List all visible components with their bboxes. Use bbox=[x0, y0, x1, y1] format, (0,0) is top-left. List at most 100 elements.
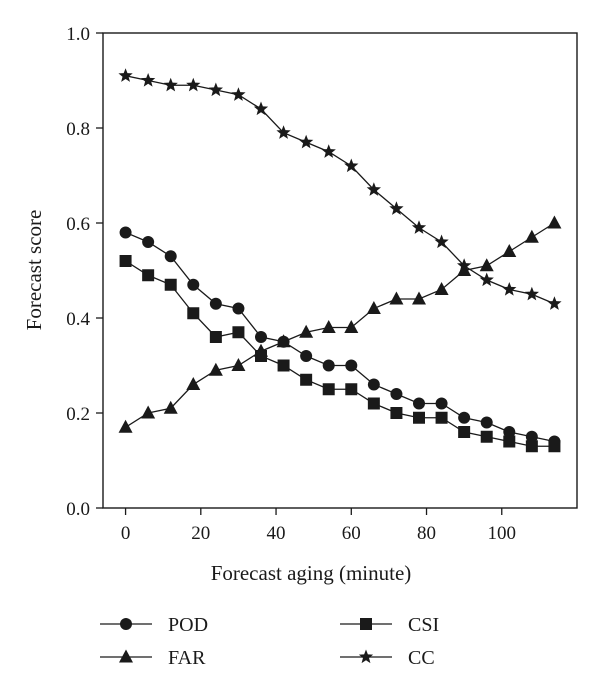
data-point-cc bbox=[299, 134, 314, 149]
legend: POD CSI FAR CC bbox=[100, 614, 439, 669]
data-point-csi bbox=[300, 373, 313, 386]
x-tick-label: 60 bbox=[342, 523, 361, 544]
data-point-cc bbox=[502, 282, 517, 296]
data-point-csi bbox=[390, 407, 403, 419]
data-point-csi bbox=[367, 397, 380, 410]
data-point-far bbox=[412, 291, 426, 305]
data-point-cc bbox=[411, 220, 427, 234]
data-point-cc bbox=[118, 68, 133, 82]
data-point-csi bbox=[164, 278, 177, 291]
data-point-pod bbox=[503, 426, 516, 438]
y-tick-label: 1.0 bbox=[66, 24, 90, 45]
legend-label-pod: POD bbox=[168, 614, 208, 636]
data-point-pod bbox=[142, 236, 155, 248]
data-point-cc bbox=[344, 158, 359, 173]
data-point-pod bbox=[435, 397, 448, 410]
data-point-cc bbox=[208, 82, 223, 97]
legend-label-far: FAR bbox=[168, 647, 206, 669]
data-point-pod bbox=[300, 350, 313, 362]
legend-marker-pod bbox=[120, 618, 132, 630]
data-point-cc bbox=[231, 87, 246, 101]
y-tick-label: 0.8 bbox=[66, 119, 90, 140]
x-tick-label: 40 bbox=[267, 523, 286, 544]
data-point-far bbox=[344, 320, 359, 333]
data-point-far bbox=[208, 362, 223, 376]
data-point-far bbox=[389, 291, 404, 305]
data-point-csi bbox=[435, 411, 448, 424]
data-point-pod bbox=[255, 331, 267, 343]
data-point-pod bbox=[345, 359, 358, 372]
data-point-pod bbox=[119, 226, 132, 239]
data-point-far bbox=[457, 263, 472, 276]
data-point-csi bbox=[345, 383, 358, 396]
legend-marker-cc bbox=[358, 649, 374, 664]
x-tick-label: 20 bbox=[191, 523, 210, 544]
data-point-cc bbox=[389, 201, 404, 215]
data-point-csi bbox=[525, 440, 538, 453]
data-point-cc bbox=[547, 296, 562, 310]
data-point-pod bbox=[232, 302, 245, 315]
data-point-far bbox=[524, 229, 539, 243]
legend-label-cc: CC bbox=[408, 647, 435, 669]
data-point-pod bbox=[525, 430, 538, 443]
legend-item-cc: CC bbox=[340, 647, 435, 669]
data-point-csi bbox=[187, 307, 200, 320]
data-point-far bbox=[254, 343, 268, 357]
y-tick-label: 0.0 bbox=[66, 499, 90, 520]
data-point-far bbox=[434, 282, 449, 295]
legend-marker-far bbox=[119, 649, 133, 663]
data-point-cc bbox=[321, 144, 336, 158]
data-point-far bbox=[366, 301, 381, 314]
data-point-far bbox=[547, 215, 562, 229]
data-point-cc bbox=[163, 77, 178, 92]
plot-frame bbox=[102, 32, 578, 509]
data-point-far bbox=[321, 320, 336, 333]
series-line-far bbox=[125, 222, 555, 428]
legend-label-csi: CSI bbox=[408, 614, 439, 636]
data-point-csi bbox=[277, 359, 290, 372]
series-csi bbox=[119, 255, 561, 453]
y-tick-label: 0.2 bbox=[66, 404, 90, 425]
legend-item-pod: POD bbox=[100, 614, 208, 636]
data-point-far bbox=[186, 377, 201, 390]
data-point-csi bbox=[413, 411, 425, 424]
data-point-cc bbox=[434, 234, 449, 249]
series-cc bbox=[118, 68, 562, 310]
data-point-far bbox=[141, 405, 156, 419]
data-point-csi bbox=[503, 435, 516, 448]
legend-item-far: FAR bbox=[100, 647, 206, 669]
data-point-cc bbox=[479, 272, 494, 287]
series-far bbox=[118, 215, 562, 433]
data-point-far bbox=[118, 419, 133, 433]
data-point-pod bbox=[480, 416, 493, 429]
data-point-pod bbox=[390, 388, 403, 400]
legend-item-csi: CSI bbox=[340, 614, 439, 636]
data-point-far bbox=[502, 244, 517, 257]
data-point-pod bbox=[458, 411, 471, 424]
data-point-csi bbox=[458, 426, 471, 438]
data-point-cc bbox=[186, 77, 201, 92]
y-tick-label: 0.6 bbox=[66, 214, 90, 235]
data-point-csi bbox=[119, 255, 132, 267]
data-point-csi bbox=[548, 440, 561, 453]
data-point-cc bbox=[253, 101, 269, 116]
data-point-csi bbox=[209, 331, 222, 343]
data-point-far bbox=[479, 258, 494, 272]
x-tick-label: 80 bbox=[417, 523, 436, 544]
data-point-cc bbox=[276, 125, 291, 139]
x-tick-label: 100 bbox=[488, 523, 517, 544]
data-point-pod bbox=[164, 250, 177, 263]
y-tick-label: 0.4 bbox=[66, 309, 90, 330]
data-point-pod bbox=[322, 359, 335, 372]
x-tick-label: 0 bbox=[121, 523, 131, 544]
data-point-far bbox=[299, 324, 314, 338]
data-point-far bbox=[163, 400, 178, 414]
data-point-csi bbox=[322, 383, 335, 396]
x-axis-label: Forecast aging (minute) bbox=[211, 561, 412, 585]
data-point-csi bbox=[142, 269, 155, 282]
data-point-csi bbox=[232, 326, 245, 339]
data-point-csi bbox=[480, 430, 493, 443]
legend-marker-csi bbox=[360, 618, 372, 630]
data-point-pod bbox=[367, 378, 380, 391]
